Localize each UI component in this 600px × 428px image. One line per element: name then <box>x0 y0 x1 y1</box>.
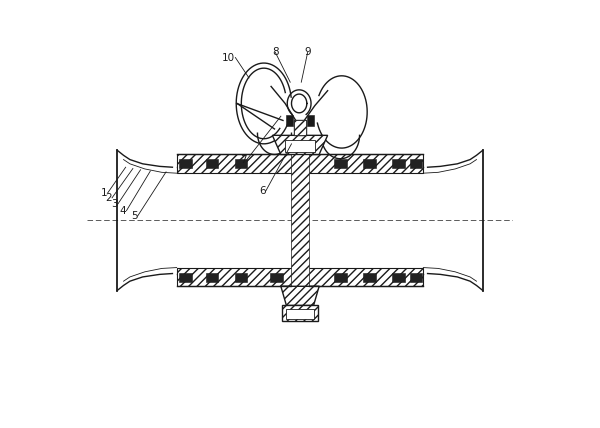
Bar <box>179 273 191 282</box>
Text: 7: 7 <box>240 155 247 165</box>
Bar <box>392 159 404 168</box>
Bar <box>235 159 247 168</box>
Bar <box>286 309 314 319</box>
Text: 6: 6 <box>259 186 266 196</box>
Bar <box>410 273 422 282</box>
Bar <box>282 306 318 321</box>
Bar <box>179 159 191 168</box>
Text: 2: 2 <box>106 193 112 203</box>
Bar <box>363 273 376 282</box>
Bar <box>334 273 347 282</box>
Bar <box>270 273 283 282</box>
Text: 5: 5 <box>131 211 137 221</box>
Text: 8: 8 <box>272 48 278 57</box>
Bar <box>235 273 247 282</box>
Bar <box>176 268 424 286</box>
Bar <box>290 155 310 286</box>
Bar <box>176 155 424 173</box>
Bar <box>410 159 422 168</box>
Bar <box>307 115 314 125</box>
Polygon shape <box>272 135 328 155</box>
Bar <box>392 273 404 282</box>
Text: 1: 1 <box>101 188 108 198</box>
Bar <box>363 159 376 168</box>
Polygon shape <box>281 286 319 306</box>
Bar <box>285 140 315 152</box>
Bar <box>294 120 306 135</box>
Bar <box>294 120 306 135</box>
Bar <box>206 273 218 282</box>
Text: 10: 10 <box>222 53 235 62</box>
Text: 3: 3 <box>112 199 118 209</box>
Bar <box>334 159 347 168</box>
Bar <box>206 159 218 168</box>
Text: 9: 9 <box>304 48 311 57</box>
Bar <box>286 115 293 125</box>
Text: 4: 4 <box>120 205 127 216</box>
